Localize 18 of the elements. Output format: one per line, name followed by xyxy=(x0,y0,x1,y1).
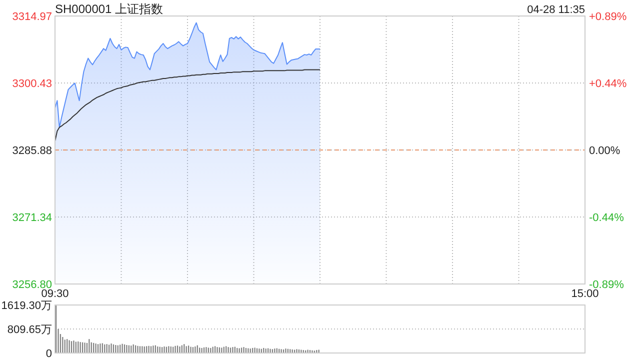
y2-tick-label: -0.44% xyxy=(589,212,624,224)
y-tick-label: 3256.80 xyxy=(12,278,52,291)
y2-tick-label: +0.44% xyxy=(589,78,627,90)
y-tick-label: 3300.43 xyxy=(12,78,52,90)
x-tick-label: 09:30 xyxy=(41,288,69,300)
line-series xyxy=(54,69,320,142)
y-tick-label: 3271.34 xyxy=(12,212,52,224)
chart-title: SH000001 上证指数 xyxy=(55,2,164,16)
y2-tick-label: 0.00% xyxy=(589,144,620,157)
y-tick-label: 1619.30万 xyxy=(1,300,52,312)
y2-tick-label: -0.89% xyxy=(589,278,624,291)
text: 04-28 11:35 xyxy=(527,4,585,16)
y2-tick-label: +0.89% xyxy=(589,10,627,23)
y-tick-label: 3285.88 xyxy=(12,144,52,157)
y-tick-label: 809.65万 xyxy=(7,324,52,336)
y-tick-label: 0 xyxy=(46,348,52,360)
x-tick-label: 15:00 xyxy=(571,288,599,300)
y-tick-label: 3314.97 xyxy=(12,10,52,23)
